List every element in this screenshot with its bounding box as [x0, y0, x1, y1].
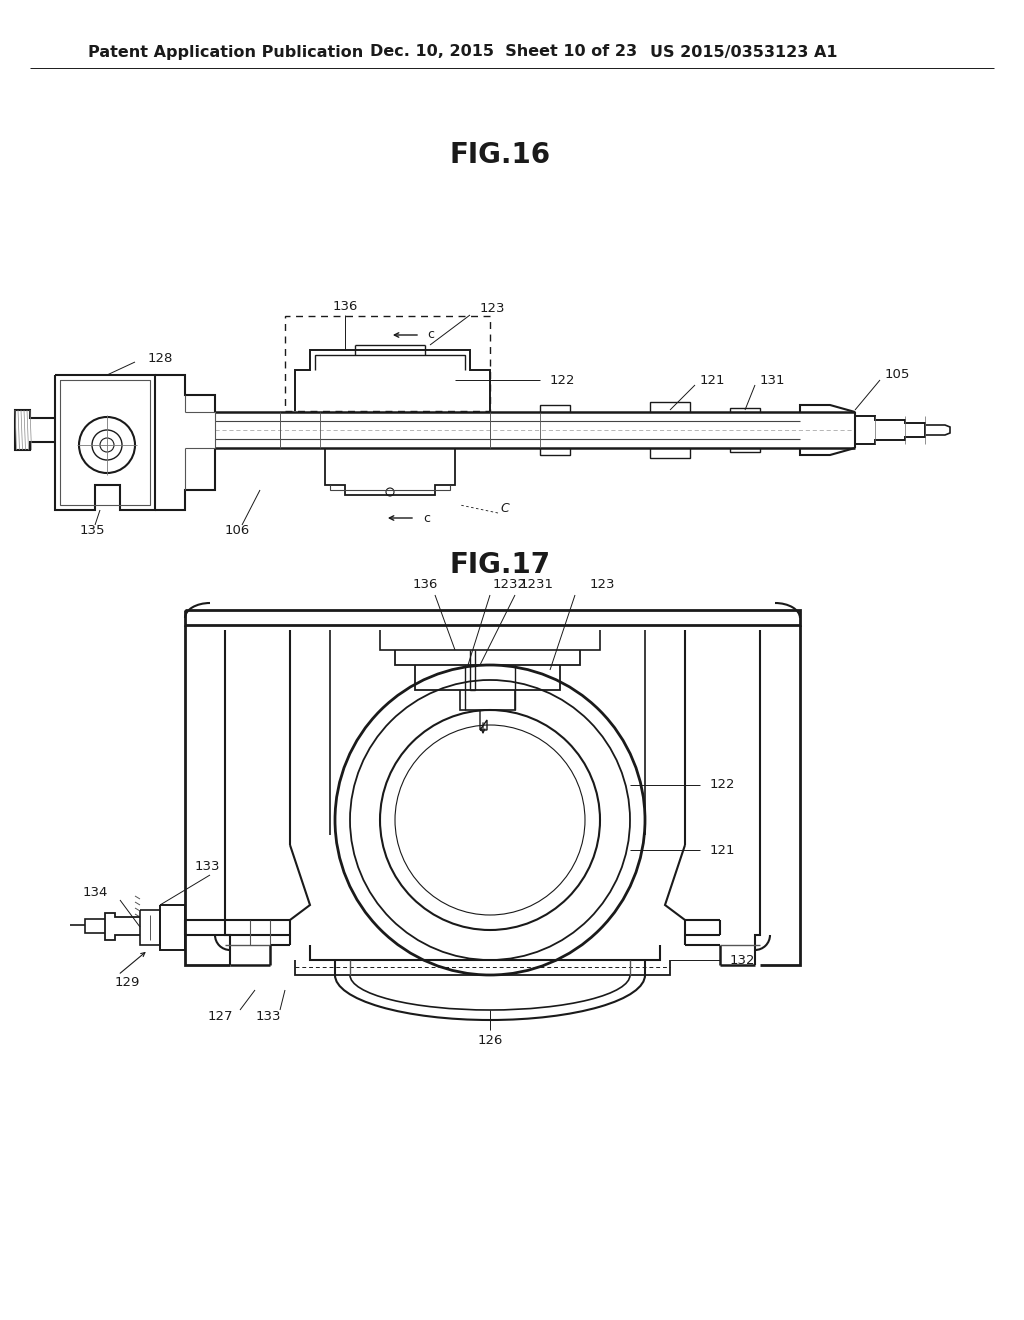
Text: FIG.17: FIG.17 [450, 550, 551, 579]
Text: 134: 134 [83, 887, 108, 899]
Text: 105: 105 [885, 368, 910, 381]
Text: 1231: 1231 [520, 578, 554, 591]
Text: 133: 133 [255, 1011, 281, 1023]
Text: 135: 135 [80, 524, 105, 536]
Text: 136: 136 [413, 578, 437, 591]
Text: 127: 127 [207, 1011, 232, 1023]
Text: 129: 129 [115, 977, 140, 990]
Text: Dec. 10, 2015  Sheet 10 of 23: Dec. 10, 2015 Sheet 10 of 23 [370, 45, 637, 59]
Text: 121: 121 [710, 843, 735, 857]
Text: 122: 122 [710, 779, 735, 792]
Text: 1232: 1232 [493, 578, 527, 591]
Text: 123: 123 [480, 301, 506, 314]
Text: 136: 136 [333, 301, 357, 314]
Text: 106: 106 [225, 524, 250, 536]
Text: c: c [423, 511, 430, 524]
Text: c: c [427, 329, 434, 342]
Text: 122: 122 [550, 374, 575, 387]
Text: 123: 123 [590, 578, 615, 591]
Text: C: C [500, 502, 509, 515]
Text: 131: 131 [760, 374, 785, 387]
Text: 132: 132 [730, 953, 756, 966]
Text: Patent Application Publication: Patent Application Publication [88, 45, 364, 59]
Text: 126: 126 [477, 1034, 503, 1047]
Text: 128: 128 [148, 351, 173, 364]
Text: 133: 133 [195, 861, 220, 874]
Text: 121: 121 [700, 374, 725, 387]
Text: FIG.16: FIG.16 [450, 141, 551, 169]
Text: US 2015/0353123 A1: US 2015/0353123 A1 [650, 45, 838, 59]
